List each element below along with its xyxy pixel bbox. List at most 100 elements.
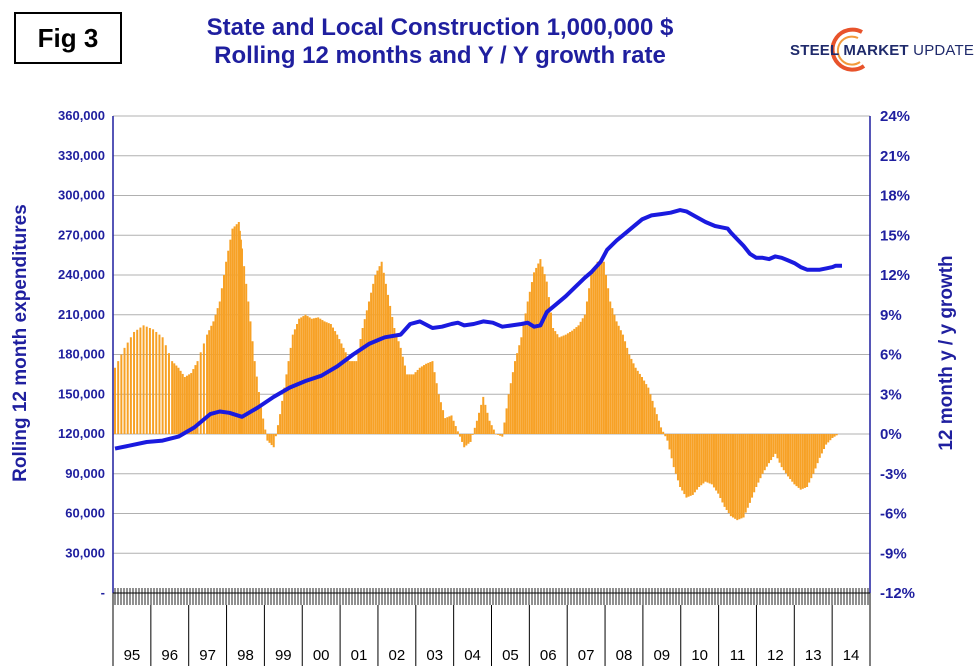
growth-bar: [685, 434, 688, 498]
growth-bar: [782, 434, 785, 471]
growth-bar: [482, 396, 485, 434]
axis-hatch-band: [113, 588, 870, 605]
growth-bars: [114, 222, 838, 521]
growth-bar: [249, 321, 252, 434]
growth-bar: [380, 261, 383, 434]
growth-bar: [511, 372, 514, 434]
growth-bar: [541, 266, 544, 434]
growth-bar: [640, 377, 643, 434]
steel-market-update-logo: STEEL MARKET UPDATE: [790, 27, 974, 78]
logo-swoosh-icon: [830, 27, 866, 72]
growth-bar: [308, 317, 311, 434]
growth-bar: [609, 301, 612, 434]
growth-bar: [454, 426, 457, 434]
growth-bar: [759, 434, 762, 479]
growth-bar: [431, 361, 434, 434]
growth-bar: [706, 434, 709, 483]
logo-brand-bold: STEEL MARKET: [790, 42, 909, 59]
growth-bar: [835, 434, 838, 436]
growth-bar: [619, 330, 622, 434]
growth-bar: [808, 434, 811, 483]
x-tick-label: 02: [389, 647, 406, 664]
growth-bar: [401, 356, 404, 434]
growth-bar: [212, 321, 215, 434]
growth-bar: [427, 362, 430, 434]
x-tick-label: 08: [616, 647, 633, 664]
growth-bar: [831, 434, 834, 438]
growth-bar: [679, 434, 682, 487]
growth-bar: [683, 434, 686, 495]
growth-bar: [691, 434, 694, 495]
growth-bar: [596, 261, 599, 434]
growth-bar: [765, 434, 768, 467]
growth-bar: [391, 316, 394, 434]
right-tick-label: 15%: [880, 227, 910, 244]
growth-bar: [727, 434, 730, 514]
growth-bar: [245, 283, 248, 434]
growth-bar: [251, 341, 254, 434]
growth-bar: [664, 434, 667, 437]
growth-bar: [243, 266, 246, 434]
growth-bar: [719, 434, 722, 499]
growth-bar: [645, 384, 648, 434]
axes: [112, 116, 871, 666]
growth-bar: [812, 434, 815, 474]
growth-bar: [791, 434, 794, 482]
x-tick-labels: 95 96 97 98 99 00 01 02 03 04 05 06 07 08 09 10 11 12 13 14: [124, 605, 859, 666]
growth-bar: [181, 373, 184, 434]
growth-bar: [742, 434, 745, 518]
growth-bar: [524, 313, 527, 434]
growth-bar: [748, 434, 751, 503]
growth-bar: [418, 367, 421, 434]
growth-bar: [626, 347, 629, 434]
growth-bar: [732, 434, 735, 518]
growth-bar: [233, 226, 236, 434]
growth-bar: [442, 410, 445, 434]
growth-bar: [655, 414, 658, 434]
growth-bar: [272, 434, 275, 448]
growth-bar: [507, 394, 510, 434]
growth-bar: [238, 230, 241, 434]
figure-label: Fig 3: [14, 12, 122, 64]
growth-bar: [571, 330, 574, 434]
growth-bar: [751, 434, 754, 498]
growth-bar: [429, 362, 432, 434]
left-tick-label: 150,000: [58, 386, 105, 401]
growth-bar: [494, 434, 497, 435]
growth-bar: [420, 366, 423, 434]
right-tick-label: -9%: [880, 545, 907, 562]
growth-bar: [469, 434, 472, 442]
growth-bar: [710, 434, 713, 485]
growth-bar: [175, 365, 178, 434]
growth-bar: [698, 434, 701, 487]
x-tick-label: 98: [237, 647, 254, 664]
growth-bar: [463, 434, 466, 448]
growth-bar: [367, 301, 370, 434]
growth-bar: [450, 415, 453, 434]
growth-bar: [793, 434, 796, 485]
growth-bar: [235, 224, 238, 434]
growth-bar: [562, 335, 565, 434]
growth-bar: [478, 412, 481, 434]
growth-bar: [668, 434, 671, 450]
growth-bar: [712, 434, 715, 488]
growth-bar: [346, 356, 349, 434]
x-tick-label: 97: [199, 647, 216, 664]
growth-bar: [638, 373, 641, 434]
growth-bar: [323, 321, 326, 434]
growth-bar: [583, 314, 586, 434]
growth-bar: [136, 329, 139, 434]
growth-bar: [329, 324, 332, 434]
growth-bar: [387, 294, 390, 434]
growth-bar: [416, 369, 419, 434]
growth-bar: [634, 367, 637, 434]
growth-bar: [145, 326, 148, 434]
right-tick-label: 24%: [880, 108, 910, 125]
left-tick-label: 30,000: [65, 545, 105, 560]
x-tick-label: 13: [805, 647, 822, 664]
x-tick-label: 04: [464, 647, 481, 664]
growth-bar: [734, 434, 737, 519]
left-tick-label: 60,000: [65, 506, 105, 521]
growth-bar: [194, 365, 197, 434]
growth-bar: [651, 400, 654, 434]
